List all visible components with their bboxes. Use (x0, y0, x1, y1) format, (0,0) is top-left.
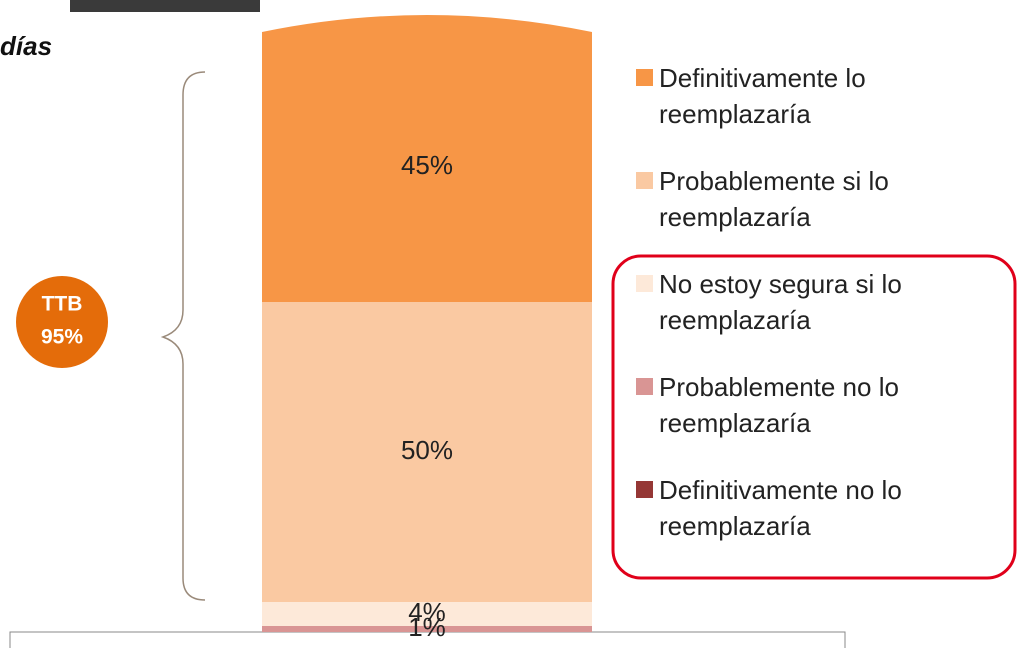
legend-item: No estoy segura si lo reemplazaría (636, 266, 976, 338)
value-label: 50% (401, 435, 453, 465)
legend-label: No estoy segura si lo reemplazaría (659, 266, 976, 338)
legend-item: Definitivamente lo reemplazaría (636, 60, 976, 132)
page: días TTB 95% 1%4%50%45% Definitivamente … (0, 0, 1017, 648)
legend-label: Definitivamente no lo reemplazaría (659, 472, 976, 544)
legend-item: Probablemente si lo reemplazaría (636, 163, 976, 235)
annotation: 95% (41, 326, 83, 349)
brace (163, 72, 205, 600)
legend-swatch (636, 275, 653, 292)
legend-label: Probablemente si lo reemplazaría (659, 163, 976, 235)
legend-label: Definitivamente lo reemplazaría (659, 60, 976, 132)
legend-swatch (636, 481, 653, 498)
legend-swatch (636, 69, 653, 86)
legend-item: Probablemente no lo reemplazaría (636, 369, 976, 441)
value-label: 4% (408, 597, 446, 627)
value-label: 45% (401, 150, 453, 180)
bar-cap (262, 15, 592, 32)
legend-swatch (636, 172, 653, 189)
annotation: TTB (42, 293, 83, 316)
legend-swatch (636, 378, 653, 395)
legend-item: Definitivamente no lo reemplazaría (636, 472, 976, 544)
photo-fragment (70, 0, 260, 12)
ttb-badge (16, 276, 108, 368)
chart-title: días (0, 31, 52, 61)
legend-label: Probablemente no lo reemplazaría (659, 369, 976, 441)
